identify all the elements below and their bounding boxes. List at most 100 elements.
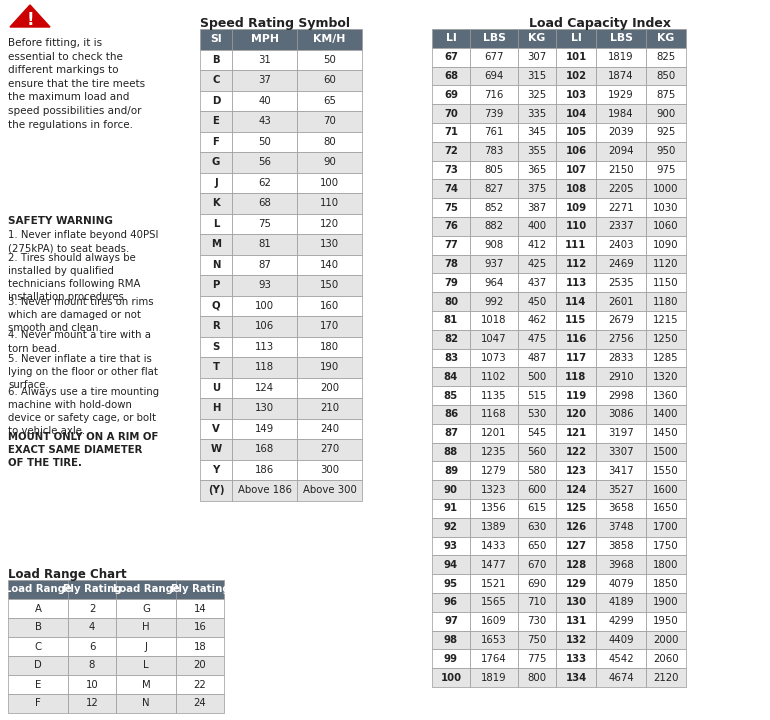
Bar bbox=[297, 275, 362, 295]
Text: 2120: 2120 bbox=[653, 672, 678, 683]
Text: 4674: 4674 bbox=[608, 672, 634, 683]
Bar bbox=[646, 179, 686, 198]
Bar bbox=[470, 217, 518, 236]
Text: 84: 84 bbox=[444, 372, 458, 382]
Bar bbox=[518, 575, 556, 593]
Bar bbox=[596, 198, 646, 217]
Text: E: E bbox=[213, 116, 219, 126]
Text: Load Range Chart: Load Range Chart bbox=[8, 568, 126, 581]
Text: 677: 677 bbox=[484, 53, 504, 62]
Text: 515: 515 bbox=[527, 390, 547, 400]
Bar bbox=[432, 348, 470, 367]
Text: 4409: 4409 bbox=[608, 635, 634, 645]
Bar bbox=[556, 86, 596, 104]
Text: 1180: 1180 bbox=[653, 297, 678, 307]
Text: 76: 76 bbox=[444, 222, 458, 231]
Bar bbox=[646, 386, 686, 405]
Text: 43: 43 bbox=[258, 116, 271, 126]
Bar bbox=[556, 593, 596, 612]
Bar bbox=[200, 480, 232, 500]
Text: 882: 882 bbox=[484, 222, 504, 231]
Bar bbox=[646, 424, 686, 443]
Text: 18: 18 bbox=[193, 642, 206, 652]
Bar bbox=[297, 111, 362, 132]
Bar bbox=[646, 123, 686, 142]
Bar bbox=[556, 161, 596, 179]
Bar bbox=[518, 480, 556, 499]
Text: 10: 10 bbox=[85, 680, 99, 690]
Bar bbox=[432, 593, 470, 612]
Text: 16: 16 bbox=[193, 623, 206, 632]
Text: 1285: 1285 bbox=[653, 353, 679, 363]
Bar bbox=[518, 424, 556, 443]
Text: 150: 150 bbox=[320, 280, 339, 290]
Text: 2679: 2679 bbox=[608, 315, 634, 325]
Text: 50: 50 bbox=[258, 137, 271, 147]
Bar bbox=[68, 675, 116, 694]
Text: 4. Never mount a tire with a
torn bead.: 4. Never mount a tire with a torn bead. bbox=[8, 330, 151, 354]
Bar bbox=[200, 50, 232, 70]
Text: K: K bbox=[212, 198, 220, 208]
Text: 2094: 2094 bbox=[608, 146, 634, 156]
Text: 1360: 1360 bbox=[653, 390, 679, 400]
Bar bbox=[556, 649, 596, 668]
Bar bbox=[200, 418, 232, 439]
Text: 1389: 1389 bbox=[481, 522, 507, 532]
Text: Above 300: Above 300 bbox=[303, 485, 357, 495]
Text: 91: 91 bbox=[444, 503, 458, 513]
Text: 1168: 1168 bbox=[481, 410, 507, 419]
Text: 98: 98 bbox=[444, 635, 458, 645]
Bar bbox=[518, 104, 556, 123]
Text: 375: 375 bbox=[527, 184, 547, 194]
Bar bbox=[596, 179, 646, 198]
Text: 2337: 2337 bbox=[608, 222, 634, 231]
Bar bbox=[200, 111, 232, 132]
Bar bbox=[646, 217, 686, 236]
Text: 355: 355 bbox=[527, 146, 547, 156]
Bar bbox=[432, 48, 470, 67]
Text: P: P bbox=[213, 280, 219, 290]
Text: 60: 60 bbox=[323, 76, 336, 85]
Text: 127: 127 bbox=[565, 541, 587, 551]
Bar bbox=[646, 555, 686, 575]
Bar bbox=[200, 254, 232, 275]
Text: 105: 105 bbox=[565, 127, 587, 138]
Bar bbox=[432, 292, 470, 311]
Text: 118: 118 bbox=[255, 362, 274, 372]
Text: 110: 110 bbox=[565, 222, 587, 231]
Text: 100: 100 bbox=[440, 672, 461, 683]
Bar bbox=[556, 668, 596, 687]
Bar bbox=[232, 377, 297, 398]
Text: 70: 70 bbox=[323, 116, 336, 126]
Polygon shape bbox=[10, 5, 50, 27]
Bar bbox=[200, 295, 232, 316]
Bar bbox=[432, 236, 470, 255]
Bar bbox=[470, 480, 518, 499]
Bar bbox=[518, 255, 556, 274]
Text: 2403: 2403 bbox=[608, 240, 634, 251]
Bar bbox=[232, 152, 297, 173]
Text: 93: 93 bbox=[444, 541, 458, 551]
Bar bbox=[432, 575, 470, 593]
Bar bbox=[232, 295, 297, 316]
Text: 1356: 1356 bbox=[481, 503, 507, 513]
Text: 1450: 1450 bbox=[653, 428, 679, 438]
Bar bbox=[596, 86, 646, 104]
Text: 3086: 3086 bbox=[608, 410, 634, 419]
Bar bbox=[432, 536, 470, 555]
Text: 690: 690 bbox=[527, 579, 547, 589]
Bar bbox=[596, 575, 646, 593]
Bar bbox=[176, 694, 224, 713]
Bar bbox=[297, 480, 362, 500]
Text: 580: 580 bbox=[527, 466, 547, 476]
Bar bbox=[232, 480, 297, 500]
Text: M: M bbox=[211, 239, 221, 249]
Text: 1650: 1650 bbox=[653, 503, 679, 513]
Bar bbox=[297, 418, 362, 439]
Bar bbox=[470, 518, 518, 536]
Bar bbox=[518, 311, 556, 330]
Text: 2060: 2060 bbox=[653, 654, 679, 664]
Text: E: E bbox=[35, 680, 41, 690]
Text: 739: 739 bbox=[484, 109, 504, 119]
Text: 1018: 1018 bbox=[481, 315, 507, 325]
